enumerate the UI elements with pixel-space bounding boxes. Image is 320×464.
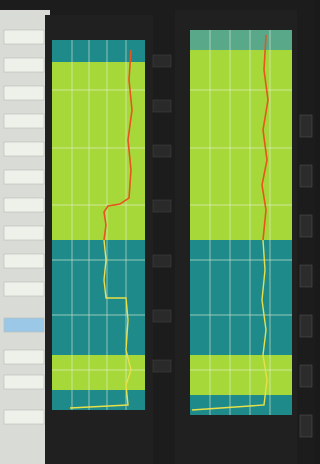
button[interactable]	[4, 58, 44, 72]
button[interactable]	[4, 375, 44, 389]
button-active[interactable]	[4, 318, 44, 332]
band-lime	[52, 355, 145, 390]
band-teal	[190, 395, 292, 415]
button[interactable]	[4, 30, 44, 44]
screen-photo	[0, 0, 315, 464]
button[interactable]	[4, 226, 44, 240]
button[interactable]	[4, 410, 44, 424]
button[interactable]	[4, 114, 44, 128]
band-lime	[52, 62, 145, 240]
button[interactable]	[4, 254, 44, 268]
button[interactable]	[4, 282, 44, 296]
band-teal	[52, 240, 145, 355]
button[interactable]	[4, 170, 44, 184]
band-lime	[190, 355, 292, 395]
page: (() => { const data = JSON.parse(documen…	[0, 0, 315, 464]
band-lime	[190, 50, 292, 240]
button[interactable]	[4, 142, 44, 156]
button[interactable]	[4, 86, 44, 100]
band-teal	[190, 240, 292, 355]
button[interactable]	[4, 350, 44, 364]
right-plot	[190, 30, 292, 415]
button[interactable]	[4, 198, 44, 212]
band-teal	[190, 30, 292, 50]
left-plot	[52, 40, 145, 410]
